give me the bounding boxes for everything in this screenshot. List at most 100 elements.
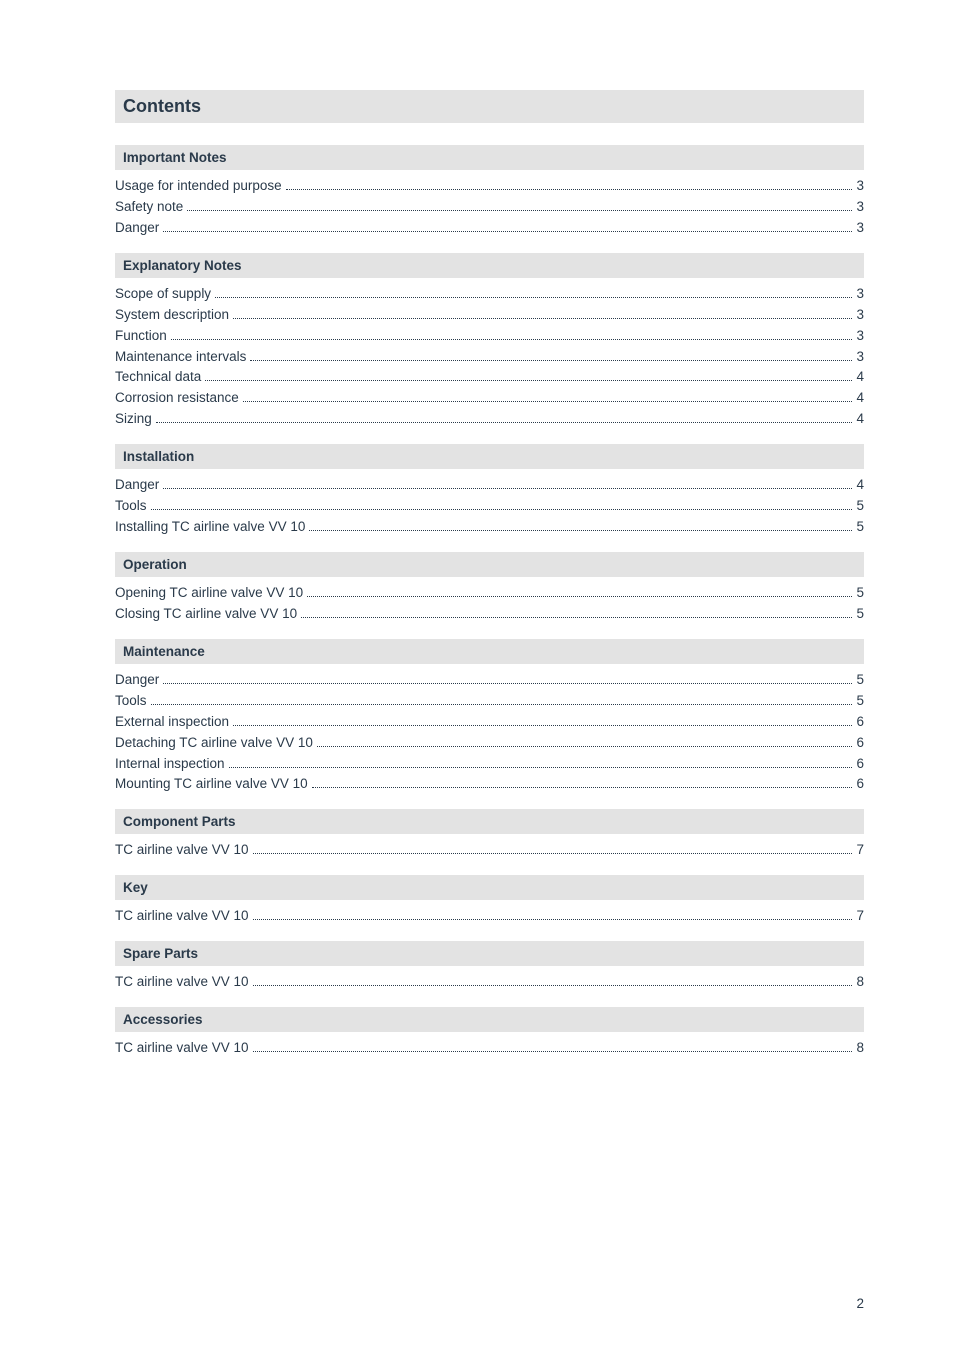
toc-entry-label: TC airline valve VV 10 <box>115 840 251 861</box>
toc-list: Danger 4 Tools 5 Installing TC airline v… <box>115 475 864 538</box>
toc-entry: TC airline valve VV 10 7 <box>115 906 864 927</box>
toc-entry-page: 4 <box>854 409 864 430</box>
section-header: Installation <box>115 444 864 469</box>
toc-section: Spare Parts TC airline valve VV 10 8 <box>115 941 864 993</box>
toc-entry-leader <box>156 422 853 423</box>
toc-entry-leader <box>151 509 853 510</box>
toc-entry-leader <box>151 704 853 705</box>
toc-entry: Detaching TC airline valve VV 10 6 <box>115 733 864 754</box>
toc-entry-label: Safety note <box>115 197 185 218</box>
toc-entry: System description 3 <box>115 305 864 326</box>
toc-entry-label: Mounting TC airline valve VV 10 <box>115 774 310 795</box>
toc-entry-label: Scope of supply <box>115 284 213 305</box>
toc-entry-page: 5 <box>854 517 864 538</box>
toc-entry-leader <box>171 339 853 340</box>
toc-entry: Danger 4 <box>115 475 864 496</box>
toc-list: Scope of supply 3 System description 3 F… <box>115 284 864 430</box>
section-header: Maintenance <box>115 639 864 664</box>
toc-entry-page: 6 <box>854 712 864 733</box>
toc-list: Usage for intended purpose 3 Safety note… <box>115 176 864 239</box>
toc-entry-leader <box>253 853 853 854</box>
toc-entry-leader <box>253 919 853 920</box>
toc-entry: Opening TC airline valve VV 10 5 <box>115 583 864 604</box>
toc-entry-label: Danger <box>115 218 161 239</box>
toc-entry-page: 5 <box>854 670 864 691</box>
toc-entry-leader <box>233 725 852 726</box>
page-title: Contents <box>115 90 864 123</box>
toc-entry-leader <box>163 231 852 232</box>
toc-list: Danger 5 Tools 5 External inspection 6 D… <box>115 670 864 796</box>
toc-entry-page: 3 <box>854 347 864 368</box>
toc-entry: Function 3 <box>115 326 864 347</box>
toc-section: Installation Danger 4 Tools 5 Installing… <box>115 444 864 538</box>
toc-entry-label: TC airline valve VV 10 <box>115 972 251 993</box>
toc-entry-page: 8 <box>854 972 864 993</box>
toc-entry-page: 3 <box>854 218 864 239</box>
toc-entry: Tools 5 <box>115 691 864 712</box>
toc-entry-label: External inspection <box>115 712 231 733</box>
toc-entry-leader <box>163 488 852 489</box>
toc-list: TC airline valve VV 10 8 <box>115 972 864 993</box>
toc-entry: Maintenance intervals 3 <box>115 347 864 368</box>
toc-entry-label: TC airline valve VV 10 <box>115 906 251 927</box>
toc-entry-label: Technical data <box>115 367 203 388</box>
toc-entry-leader <box>243 401 853 402</box>
toc-entry-label: Maintenance intervals <box>115 347 248 368</box>
toc-entry-page: 3 <box>854 176 864 197</box>
toc-entry: Safety note 3 <box>115 197 864 218</box>
toc-entry-page: 4 <box>854 475 864 496</box>
toc-entry-page: 7 <box>854 840 864 861</box>
toc-entry: TC airline valve VV 10 8 <box>115 1038 864 1059</box>
toc-entry-leader <box>250 360 852 361</box>
toc-entry-leader <box>215 297 852 298</box>
section-header: Important Notes <box>115 145 864 170</box>
toc-entry-label: Tools <box>115 691 149 712</box>
toc-entry-page: 4 <box>854 367 864 388</box>
toc-entry-page: 5 <box>854 583 864 604</box>
toc-entry-leader <box>187 210 852 211</box>
toc-entry-leader <box>307 596 852 597</box>
toc-entry-leader <box>312 787 853 788</box>
section-header: Operation <box>115 552 864 577</box>
toc-entry-label: Danger <box>115 670 161 691</box>
toc-entry-page: 8 <box>854 1038 864 1059</box>
section-header: Key <box>115 875 864 900</box>
toc-entry: Tools 5 <box>115 496 864 517</box>
toc-entry: TC airline valve VV 10 8 <box>115 972 864 993</box>
toc-entry-leader <box>317 746 853 747</box>
toc-list: TC airline valve VV 10 8 <box>115 1038 864 1059</box>
section-header: Component Parts <box>115 809 864 834</box>
toc-section: Accessories TC airline valve VV 10 8 <box>115 1007 864 1059</box>
toc-list: TC airline valve VV 10 7 <box>115 840 864 861</box>
toc-entry-page: 4 <box>854 388 864 409</box>
toc-entry-page: 5 <box>854 496 864 517</box>
toc-entry-label: Function <box>115 326 169 347</box>
toc-entry-label: Usage for intended purpose <box>115 176 284 197</box>
toc-entry-leader <box>286 189 853 190</box>
toc-entry-leader <box>253 1051 853 1052</box>
section-header: Spare Parts <box>115 941 864 966</box>
toc-entry: Danger 5 <box>115 670 864 691</box>
toc-entry: Corrosion resistance 4 <box>115 388 864 409</box>
toc-entry-leader <box>233 318 852 319</box>
toc-section: Key TC airline valve VV 10 7 <box>115 875 864 927</box>
toc-entry: Mounting TC airline valve VV 10 6 <box>115 774 864 795</box>
toc-entry-leader <box>163 683 852 684</box>
toc-entry-page: 3 <box>854 326 864 347</box>
toc-entry: Closing TC airline valve VV 10 5 <box>115 604 864 625</box>
section-header: Explanatory Notes <box>115 253 864 278</box>
toc-entry-leader <box>253 985 853 986</box>
toc-entry-page: 3 <box>854 197 864 218</box>
toc-entry-page: 6 <box>854 774 864 795</box>
toc-entry-page: 6 <box>854 754 864 775</box>
toc-entry-label: Closing TC airline valve VV 10 <box>115 604 299 625</box>
toc-entry-label: Internal inspection <box>115 754 227 775</box>
toc-entry: Installing TC airline valve VV 10 5 <box>115 517 864 538</box>
toc-entry-label: Detaching TC airline valve VV 10 <box>115 733 315 754</box>
toc-entry-label: Sizing <box>115 409 154 430</box>
toc-entry-page: 5 <box>854 691 864 712</box>
toc-entry-leader <box>229 767 853 768</box>
toc-entry: Sizing 4 <box>115 409 864 430</box>
toc-entry-page: 7 <box>854 906 864 927</box>
page: Contents Important Notes Usage for inten… <box>0 0 954 1351</box>
